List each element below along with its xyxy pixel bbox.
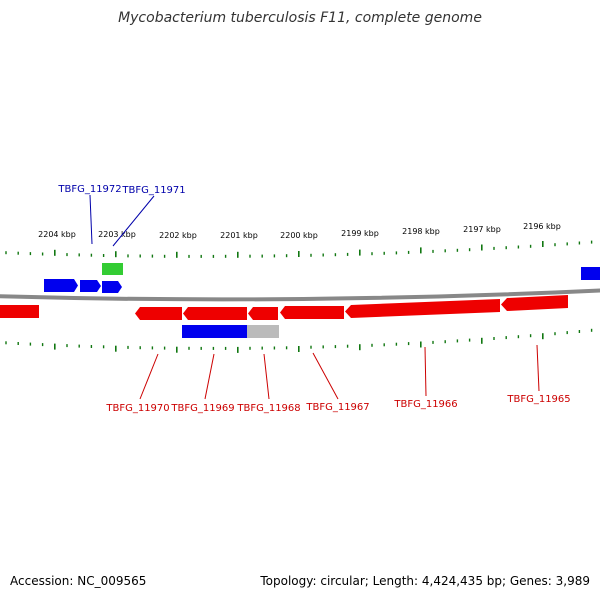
forward-gene-feature[interactable] xyxy=(182,325,247,338)
gene-label[interactable]: TBFG_11970 xyxy=(105,403,169,414)
label-leader-line xyxy=(312,352,339,400)
kbp-label: 2197 kbp xyxy=(463,225,501,234)
kbp-label: 2198 kbp xyxy=(402,227,440,236)
genome-backbone xyxy=(0,288,600,302)
kbp-label: 2202 kbp xyxy=(159,231,197,240)
reverse-gene-feature[interactable] xyxy=(135,307,182,320)
accession-text: Accession: NC_009565 xyxy=(10,574,147,588)
label-leader-line xyxy=(536,344,540,392)
forward-gene-feature[interactable] xyxy=(80,280,101,292)
label-leader-line xyxy=(112,195,155,247)
label-leader-line xyxy=(263,353,270,400)
forward-gene-feature[interactable] xyxy=(102,281,122,293)
reverse-gene-feature[interactable] xyxy=(501,295,568,311)
forward-gene-feature[interactable] xyxy=(44,279,78,292)
pseudogene-feature[interactable] xyxy=(247,325,279,338)
reverse-gene-feature[interactable] xyxy=(345,299,500,318)
label-leader-line xyxy=(89,194,93,245)
kbp-label: 2201 kbp xyxy=(220,231,258,240)
rna-feature[interactable] xyxy=(102,263,123,275)
gene-label[interactable]: TBFG_11968 xyxy=(236,403,300,414)
kbp-label: 2204 kbp xyxy=(38,230,76,239)
label-leader-line xyxy=(139,353,159,400)
genome-summary-text: Topology: circular; Length: 4,424,435 bp… xyxy=(260,574,590,588)
gene-label[interactable]: TBFG_11965 xyxy=(506,394,570,405)
kbp-label: 2199 kbp xyxy=(341,229,379,238)
map-title: Mycobacterium tuberculosis F11, complete… xyxy=(118,10,482,26)
label-leader-line xyxy=(204,353,215,400)
gene-label[interactable]: TBFG_11966 xyxy=(393,399,457,410)
reverse-gene-feature[interactable] xyxy=(183,307,247,320)
tick-row-bottom xyxy=(5,328,593,353)
kbp-label: 2196 kbp xyxy=(523,222,561,231)
forward-gene-feature[interactable] xyxy=(581,267,600,280)
label-leader-line xyxy=(424,346,427,397)
gene-label[interactable]: TBFG_11969 xyxy=(170,403,234,414)
gene-label[interactable]: TBFG_11971 xyxy=(121,185,185,196)
tick-row-top xyxy=(5,240,593,258)
kbp-label: 2203 kbp xyxy=(98,230,136,239)
gene-label[interactable]: TBFG_11972 xyxy=(57,184,121,195)
reverse-gene-feature[interactable] xyxy=(248,307,278,320)
gene-label[interactable]: TBFG_11967 xyxy=(305,402,369,413)
reverse-gene-feature[interactable] xyxy=(280,306,344,319)
reverse-gene-feature[interactable] xyxy=(0,305,39,318)
kbp-label: 2200 kbp xyxy=(280,231,318,240)
